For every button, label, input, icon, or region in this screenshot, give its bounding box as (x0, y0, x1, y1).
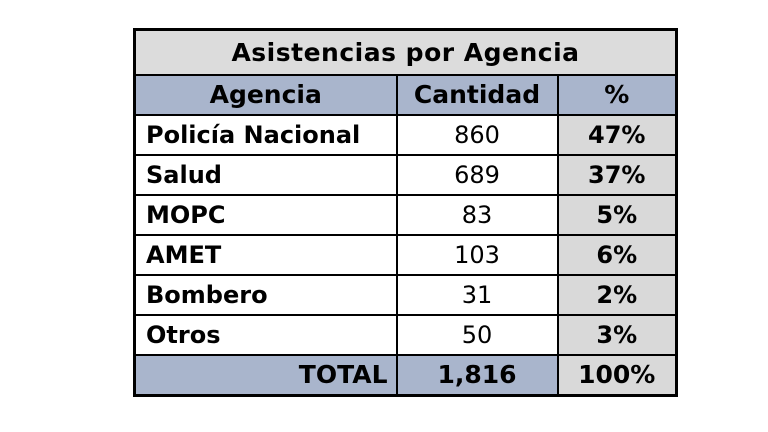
table-row-policia-nacional: Policía Nacional 860 47% (133, 113, 678, 156)
total-label-cell: TOTAL (133, 353, 398, 397)
column-header-pct: % (556, 73, 678, 116)
table-header-row: Agencia Cantidad % (133, 73, 678, 116)
agency-name-cell: Salud (133, 153, 398, 196)
cantidad-cell: 103 (395, 233, 559, 276)
table-row-salud: Salud 689 37% (133, 153, 678, 196)
percent-cell: 37% (556, 153, 678, 196)
table-row-bombero: Bombero 31 2% (133, 273, 678, 316)
cantidad-cell: 83 (395, 193, 559, 236)
total-cantidad-cell: 1,816 (395, 353, 559, 397)
table-title: Asistencias por Agencia (133, 28, 678, 76)
percent-cell: 5% (556, 193, 678, 236)
table-total-row: TOTAL 1,816 100% (133, 353, 678, 397)
total-percent-cell: 100% (556, 353, 678, 397)
percent-cell: 3% (556, 313, 678, 356)
cantidad-cell: 860 (395, 113, 559, 156)
agency-name-cell: AMET (133, 233, 398, 276)
table-row-mopc: MOPC 83 5% (133, 193, 678, 236)
table-row-otros: Otros 50 3% (133, 313, 678, 356)
agency-name-cell: MOPC (133, 193, 398, 236)
percent-cell: 47% (556, 113, 678, 156)
agency-name-cell: Policía Nacional (133, 113, 398, 156)
table-title-row: Asistencias por Agencia (133, 28, 678, 76)
percent-cell: 6% (556, 233, 678, 276)
percent-cell: 2% (556, 273, 678, 316)
table-row-amet: AMET 103 6% (133, 233, 678, 276)
asistencias-table: Asistencias por Agencia Agencia Cantidad… (133, 28, 678, 397)
cantidad-cell: 689 (395, 153, 559, 196)
cantidad-cell: 31 (395, 273, 559, 316)
cantidad-cell: 50 (395, 313, 559, 356)
agency-name-cell: Otros (133, 313, 398, 356)
column-header-agencia: Agencia (133, 73, 398, 116)
column-header-cantidad: Cantidad (395, 73, 559, 116)
agency-name-cell: Bombero (133, 273, 398, 316)
